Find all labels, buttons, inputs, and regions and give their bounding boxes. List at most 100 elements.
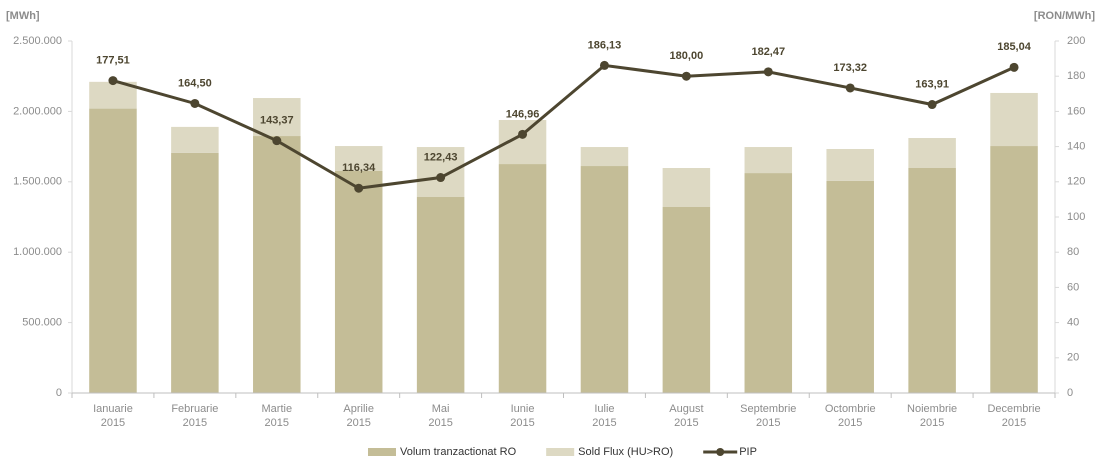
x-tick-label-line: 2015 (838, 417, 862, 429)
x-tick-label-line: Martie (262, 403, 293, 415)
bar (171, 152, 219, 393)
x-tick-label-line: Aprilie (343, 403, 374, 415)
bar (580, 147, 629, 167)
y2-tick-label: 40 (1067, 317, 1079, 329)
y-axis-title: [MWh] (6, 10, 40, 22)
x-tick-label-line: Iunie (511, 403, 535, 415)
bar (826, 180, 874, 393)
legend-swatch (546, 448, 575, 456)
bar (334, 146, 383, 171)
bar (416, 147, 465, 198)
y2-tick-label: 160 (1067, 105, 1085, 117)
x-tick-label-line: 2015 (183, 417, 207, 429)
x-tick-label: August 2015 (669, 403, 703, 429)
y-tick-label: 0 (56, 387, 62, 399)
y-tick-label: 2.000.000 (13, 105, 62, 117)
marker (599, 60, 609, 70)
legend-swatch (368, 448, 396, 456)
x-tick-label: Decembrie 2015 (987, 403, 1040, 429)
bar (908, 168, 956, 393)
bar (744, 147, 793, 174)
x-tick-label-line: 2015 (428, 417, 452, 429)
y2-tick-label: 200 (1067, 35, 1085, 47)
x-tick-label-line: Ianuarie (93, 403, 133, 415)
x-tick-label: Iulie 2015 (592, 403, 616, 429)
marker (108, 76, 118, 86)
x-tick-label-line: Februarie (171, 403, 218, 415)
x-tick-label: Noiembrie 2015 (907, 403, 957, 429)
x-tick-label: Septembrie 2015 (740, 403, 796, 429)
x-tick-label-line: Octombrie (825, 403, 876, 415)
x-tick-label: Octombrie 2015 (825, 403, 876, 429)
data-label: 143,37 (260, 115, 294, 127)
bar (416, 197, 465, 393)
marker (272, 136, 282, 146)
bar (662, 168, 711, 208)
bar (990, 92, 1038, 147)
bar (744, 173, 793, 393)
marker (845, 83, 855, 93)
marker (927, 100, 937, 110)
data-label: 177,51 (96, 54, 130, 66)
x-tick-label: Mai 2015 (428, 403, 452, 429)
x-tick-label-line: Mai (432, 403, 450, 415)
bar (662, 207, 711, 393)
bar (908, 138, 956, 169)
y2-tick-label: 80 (1067, 246, 1079, 258)
x-tick-label: Februarie 2015 (171, 403, 218, 429)
marker (681, 71, 691, 81)
bar (334, 170, 383, 393)
x-tick-label-line: 2015 (592, 417, 616, 429)
bar (826, 148, 874, 181)
x-tick-label: Martie 2015 (262, 403, 293, 429)
legend-label: Volum tranzactionat RO (400, 446, 517, 458)
bar (171, 126, 219, 153)
x-tick-label-line: Septembrie (740, 403, 796, 415)
data-label: 163,91 (915, 78, 949, 90)
bar (253, 136, 301, 394)
x-tick-label: Ianuarie 2015 (93, 403, 133, 429)
y2-tick-label: 180 (1067, 70, 1085, 82)
data-label: 164,50 (178, 77, 212, 89)
x-tick-label-line: 2015 (756, 417, 780, 429)
x-tick-label: Iunie 2015 (510, 403, 534, 429)
y-tick-label: 2.500.000 (13, 35, 62, 47)
bar (990, 146, 1038, 393)
bar (253, 98, 301, 137)
data-label: 173,32 (833, 62, 867, 74)
data-label: 185,04 (997, 41, 1032, 53)
data-label: 116,34 (342, 162, 376, 174)
legend-marker (716, 448, 725, 456)
bar (498, 164, 547, 393)
x-tick-label-line: 2015 (101, 417, 125, 429)
x-tick-label-line: 2015 (674, 417, 698, 429)
y2-tick-label: 60 (1067, 281, 1079, 293)
y2-tick-label: 0 (1067, 387, 1073, 399)
x-tick-label-line: Noiembrie (907, 403, 957, 415)
bar (89, 108, 137, 394)
y-tick-label: 1.000.000 (13, 246, 62, 258)
y2-tick-label: 20 (1067, 352, 1079, 364)
x-tick-label: Aprilie 2015 (343, 403, 374, 429)
y2-tick-label: 100 (1067, 211, 1085, 223)
x-tick-label-line: Iulie (594, 403, 614, 415)
data-label: 146,96 (506, 108, 540, 120)
x-tick-label-line: 2015 (346, 417, 370, 429)
legend-label: PIP (739, 446, 757, 458)
x-tick-label-line: 2015 (1002, 417, 1026, 429)
line (112, 63, 1015, 190)
marker (763, 67, 773, 77)
legend-label: Sold Flux (HU>RO) (578, 446, 673, 458)
marker (190, 98, 200, 108)
bar (580, 166, 629, 393)
y2-tick-label: 140 (1067, 141, 1085, 153)
x-tick-label-line: August (669, 403, 703, 415)
data-label: 182,47 (751, 46, 785, 58)
y-tick-label: 500.000 (22, 317, 62, 329)
y2-tick-label: 120 (1067, 176, 1085, 188)
x-tick-label-line: 2015 (510, 417, 534, 429)
y-tick-label: 1.500.000 (13, 176, 62, 188)
marker (354, 183, 364, 193)
y2-axis-title: [RON/MWh] (1034, 10, 1095, 22)
